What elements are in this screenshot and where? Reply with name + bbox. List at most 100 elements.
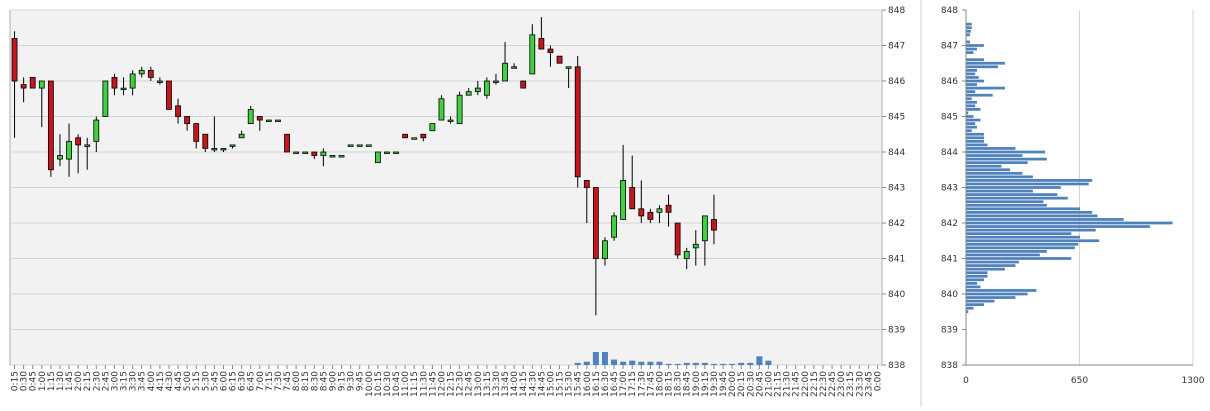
profile-bar	[966, 104, 976, 108]
profile-bar	[966, 285, 981, 289]
candle-body	[483, 80, 490, 96]
volume-profile-chart: 0 650 1300 838 839 840 841 842 843 844 845 846 847 84…	[941, 6, 1205, 386]
candle-body	[29, 77, 36, 89]
candle-body	[656, 208, 663, 213]
candle-body	[583, 179, 590, 188]
x-tick-label: 1:00	[38, 371, 48, 391]
y-tick-label: 845	[941, 113, 958, 123]
y-tick-label: 847	[888, 42, 905, 52]
candle-body	[284, 133, 290, 153]
candle-body	[402, 133, 409, 139]
profile-bar	[966, 100, 977, 104]
volume-bar	[583, 361, 590, 365]
candle-body	[611, 215, 617, 238]
x-tick-label: 4:15	[156, 371, 166, 391]
profile-bar	[966, 115, 974, 118]
x-tick-label: 13:30	[492, 371, 502, 397]
candle-body	[393, 151, 399, 154]
candle-body	[365, 144, 372, 147]
candle-body	[102, 80, 109, 117]
candle-body	[156, 80, 163, 83]
x-tick-label: 16:15	[592, 371, 602, 397]
x-tick-label: 20:00	[728, 371, 738, 397]
volume-bar	[601, 352, 608, 365]
candle-body	[511, 66, 518, 69]
x-tick-label: 650	[1071, 376, 1088, 386]
profile-bar	[966, 182, 1089, 186]
candle-body	[293, 151, 300, 154]
profile-bar	[966, 296, 1016, 299]
volume-bar	[574, 362, 581, 365]
candle-body	[420, 133, 427, 139]
profile-bar	[966, 281, 977, 285]
profile-bar	[966, 253, 1040, 257]
candle-body	[238, 133, 245, 139]
x-tick-label: 12:30	[456, 371, 466, 397]
candle-body	[474, 87, 481, 93]
profile-bar	[966, 267, 1005, 271]
y-tick-label: 842	[888, 219, 905, 229]
profile-bar	[966, 136, 984, 140]
x-tick-label: 10:30	[383, 371, 393, 397]
profile-bar	[966, 65, 998, 69]
volume-bar	[692, 362, 699, 365]
x-tick-label: 21:30	[783, 371, 793, 397]
x-tick-label: 4:45	[174, 371, 184, 391]
x-tick-label: 9:45	[356, 371, 366, 391]
profile-bar	[966, 161, 1028, 165]
candle-body	[338, 155, 345, 158]
profile-bar	[966, 68, 977, 72]
x-tick-label: 9:00	[328, 371, 338, 391]
x-tick-label: 23:30	[855, 371, 865, 397]
profile-bar	[966, 108, 981, 111]
y-tick-label: 843	[941, 184, 958, 194]
candle-body	[638, 208, 645, 217]
x-tick-label: 2:45	[101, 371, 111, 391]
x-tick-label: 6:45	[247, 371, 257, 391]
x-tick-label: 1300	[1182, 376, 1205, 386]
candle-body	[620, 179, 627, 220]
candle-body	[193, 123, 200, 142]
candle-body	[556, 55, 563, 64]
y-tick-label: 846	[941, 77, 958, 87]
y-tick-label: 844	[888, 148, 905, 158]
volume-bar	[701, 362, 708, 365]
candle-body	[166, 80, 172, 110]
volume-bar	[665, 363, 672, 365]
volume-bar	[611, 359, 618, 365]
x-tick-label: 16:00	[583, 371, 593, 397]
x-tick-label: 21:45	[792, 371, 802, 397]
x-tick-label: 5:45	[210, 371, 220, 391]
x-tick-label: 14:00	[510, 371, 520, 397]
candle-body	[256, 116, 263, 121]
profile-bar	[966, 129, 972, 133]
x-tick-label: 16:30	[601, 371, 611, 397]
candle-body	[93, 119, 100, 142]
candle-body	[320, 151, 327, 156]
profile-bar	[966, 250, 1047, 253]
x-tick-label: 5:00	[183, 371, 193, 391]
volume-bar	[756, 356, 763, 365]
profile-bar	[966, 76, 979, 79]
x-tick-label: 19:15	[701, 371, 711, 397]
profile-bar	[966, 257, 1072, 260]
profile-bar	[966, 83, 977, 86]
profile-bar	[966, 139, 984, 143]
x-tick-label: 15:00	[546, 371, 556, 397]
profile-bar	[966, 218, 1124, 221]
candle-body	[683, 250, 690, 259]
candle-body	[211, 148, 218, 151]
profile-bar	[966, 79, 984, 83]
y-tick-label: 848	[941, 6, 958, 16]
x-tick-label: 12:45	[465, 371, 475, 397]
x-tick-label: 8:00	[292, 371, 302, 391]
volume-bar	[674, 363, 681, 365]
x-tick-label: 3:00	[110, 371, 120, 391]
candle-body	[547, 48, 554, 53]
profile-bar	[966, 225, 1150, 228]
y-tick-label: 848	[888, 6, 905, 16]
x-tick-label: 9:15	[338, 371, 348, 391]
x-tick-label: 10:45	[392, 371, 402, 397]
profile-bar	[966, 44, 984, 47]
